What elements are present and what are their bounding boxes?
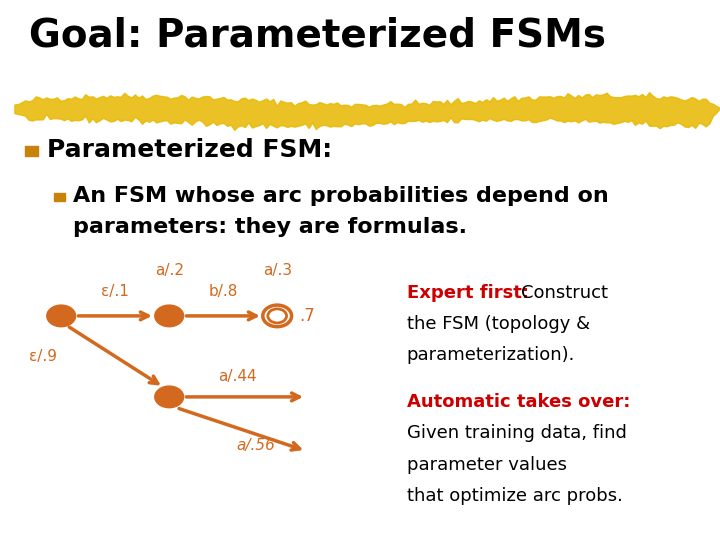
Text: ε/.9: ε/.9	[30, 349, 57, 364]
Text: .7: .7	[299, 307, 315, 325]
Text: a/.3: a/.3	[263, 263, 292, 278]
Text: Parameterized FSM:: Parameterized FSM:	[47, 138, 332, 162]
Circle shape	[155, 305, 184, 327]
Text: the FSM (topology &: the FSM (topology &	[407, 315, 590, 333]
Text: a/.56: a/.56	[236, 438, 275, 453]
Text: ε/.1: ε/.1	[102, 284, 129, 299]
Text: parameterization).: parameterization).	[407, 346, 575, 364]
Text: parameter values: parameter values	[407, 456, 567, 474]
Circle shape	[263, 305, 292, 327]
Text: Construct: Construct	[521, 284, 608, 301]
Text: parameters: they are formulas.: parameters: they are formulas.	[73, 217, 467, 237]
Text: Goal: Parameterized FSMs: Goal: Parameterized FSMs	[29, 16, 606, 54]
Bar	[25, 146, 38, 156]
Circle shape	[155, 386, 184, 408]
Text: that optimize arc probs.: that optimize arc probs.	[407, 487, 623, 505]
Circle shape	[47, 305, 76, 327]
Text: Given training data, find: Given training data, find	[407, 424, 626, 442]
Text: b/.8: b/.8	[209, 284, 238, 299]
Text: a/.44: a/.44	[218, 369, 257, 384]
Text: Automatic takes over:: Automatic takes over:	[407, 393, 630, 411]
Text: An FSM whose arc probabilities depend on: An FSM whose arc probabilities depend on	[73, 186, 609, 206]
Bar	[54, 193, 65, 201]
Text: a/.2: a/.2	[155, 263, 184, 278]
Text: Expert first:: Expert first:	[407, 284, 528, 301]
